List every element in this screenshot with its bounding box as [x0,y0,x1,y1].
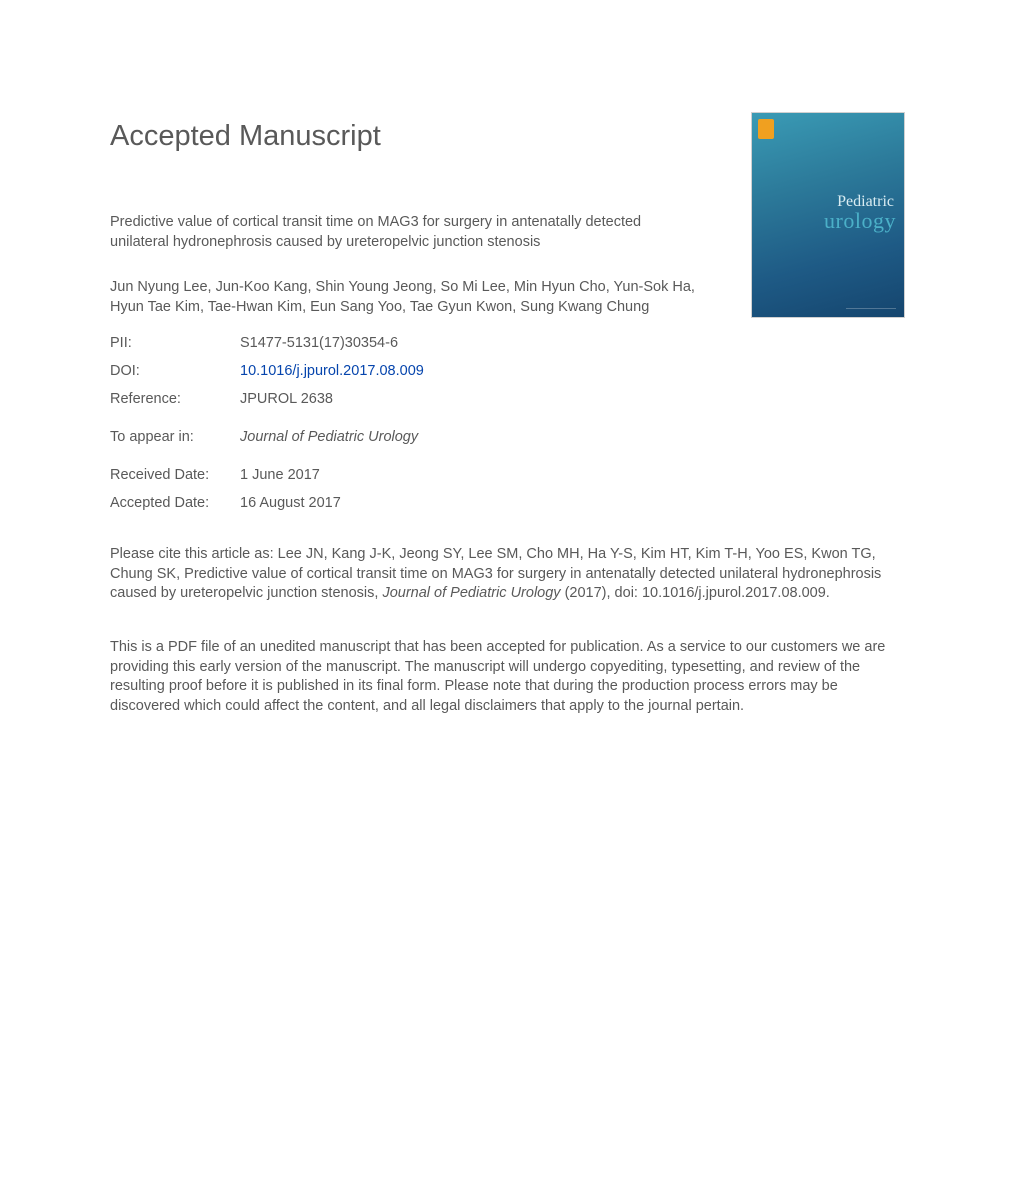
manuscript-page: Accepted Manuscript Pediatric urology Pr… [0,0,1020,776]
pii-value: S1477-5131(17)30354-6 [240,335,398,351]
article-title: Predictive value of cortical transit tim… [110,213,700,252]
cover-title-bot: urology [824,208,896,234]
journal-cover-thumbnail: Pediatric urology [751,112,905,318]
author-list: Jun Nyung Lee, Jun-Koo Kang, Shin Young … [110,278,700,317]
accepted-row: Accepted Date: 16 August 2017 [110,495,910,511]
reference-label: Reference: [110,391,240,407]
accepted-value: 16 August 2017 [240,495,341,511]
dates-block: Received Date: 1 June 2017 Accepted Date… [110,467,910,511]
disclaimer-text: This is a PDF file of an unedited manusc… [110,638,910,716]
reference-row: Reference: JPUROL 2638 [110,391,910,407]
doi-label: DOI: [110,363,240,379]
to-appear-row: To appear in: Journal of Pediatric Urolo… [110,429,910,445]
to-appear-label: To appear in: [110,429,240,445]
doi-link[interactable]: 10.1016/j.jpurol.2017.08.009 [240,363,424,379]
metadata-block: PII: S1477-5131(17)30354-6 DOI: 10.1016/… [110,335,910,407]
reference-value: JPUROL 2638 [240,391,333,407]
received-value: 1 June 2017 [240,467,320,483]
received-row: Received Date: 1 June 2017 [110,467,910,483]
doi-row: DOI: 10.1016/j.jpurol.2017.08.009 [110,363,910,379]
cover-footer-rule [846,308,896,309]
pii-row: PII: S1477-5131(17)30354-6 [110,335,910,351]
elsevier-logo-icon [758,119,774,139]
accepted-label: Accepted Date: [110,495,240,511]
citation-text: Please cite this article as: Lee JN, Kan… [110,545,910,604]
pii-label: PII: [110,335,240,351]
citation-journal: Journal of Pediatric Urology [382,585,560,601]
journal-name: Journal of Pediatric Urology [240,429,418,445]
received-label: Received Date: [110,467,240,483]
citation-suffix: (2017), doi: 10.1016/j.jpurol.2017.08.00… [561,585,830,601]
